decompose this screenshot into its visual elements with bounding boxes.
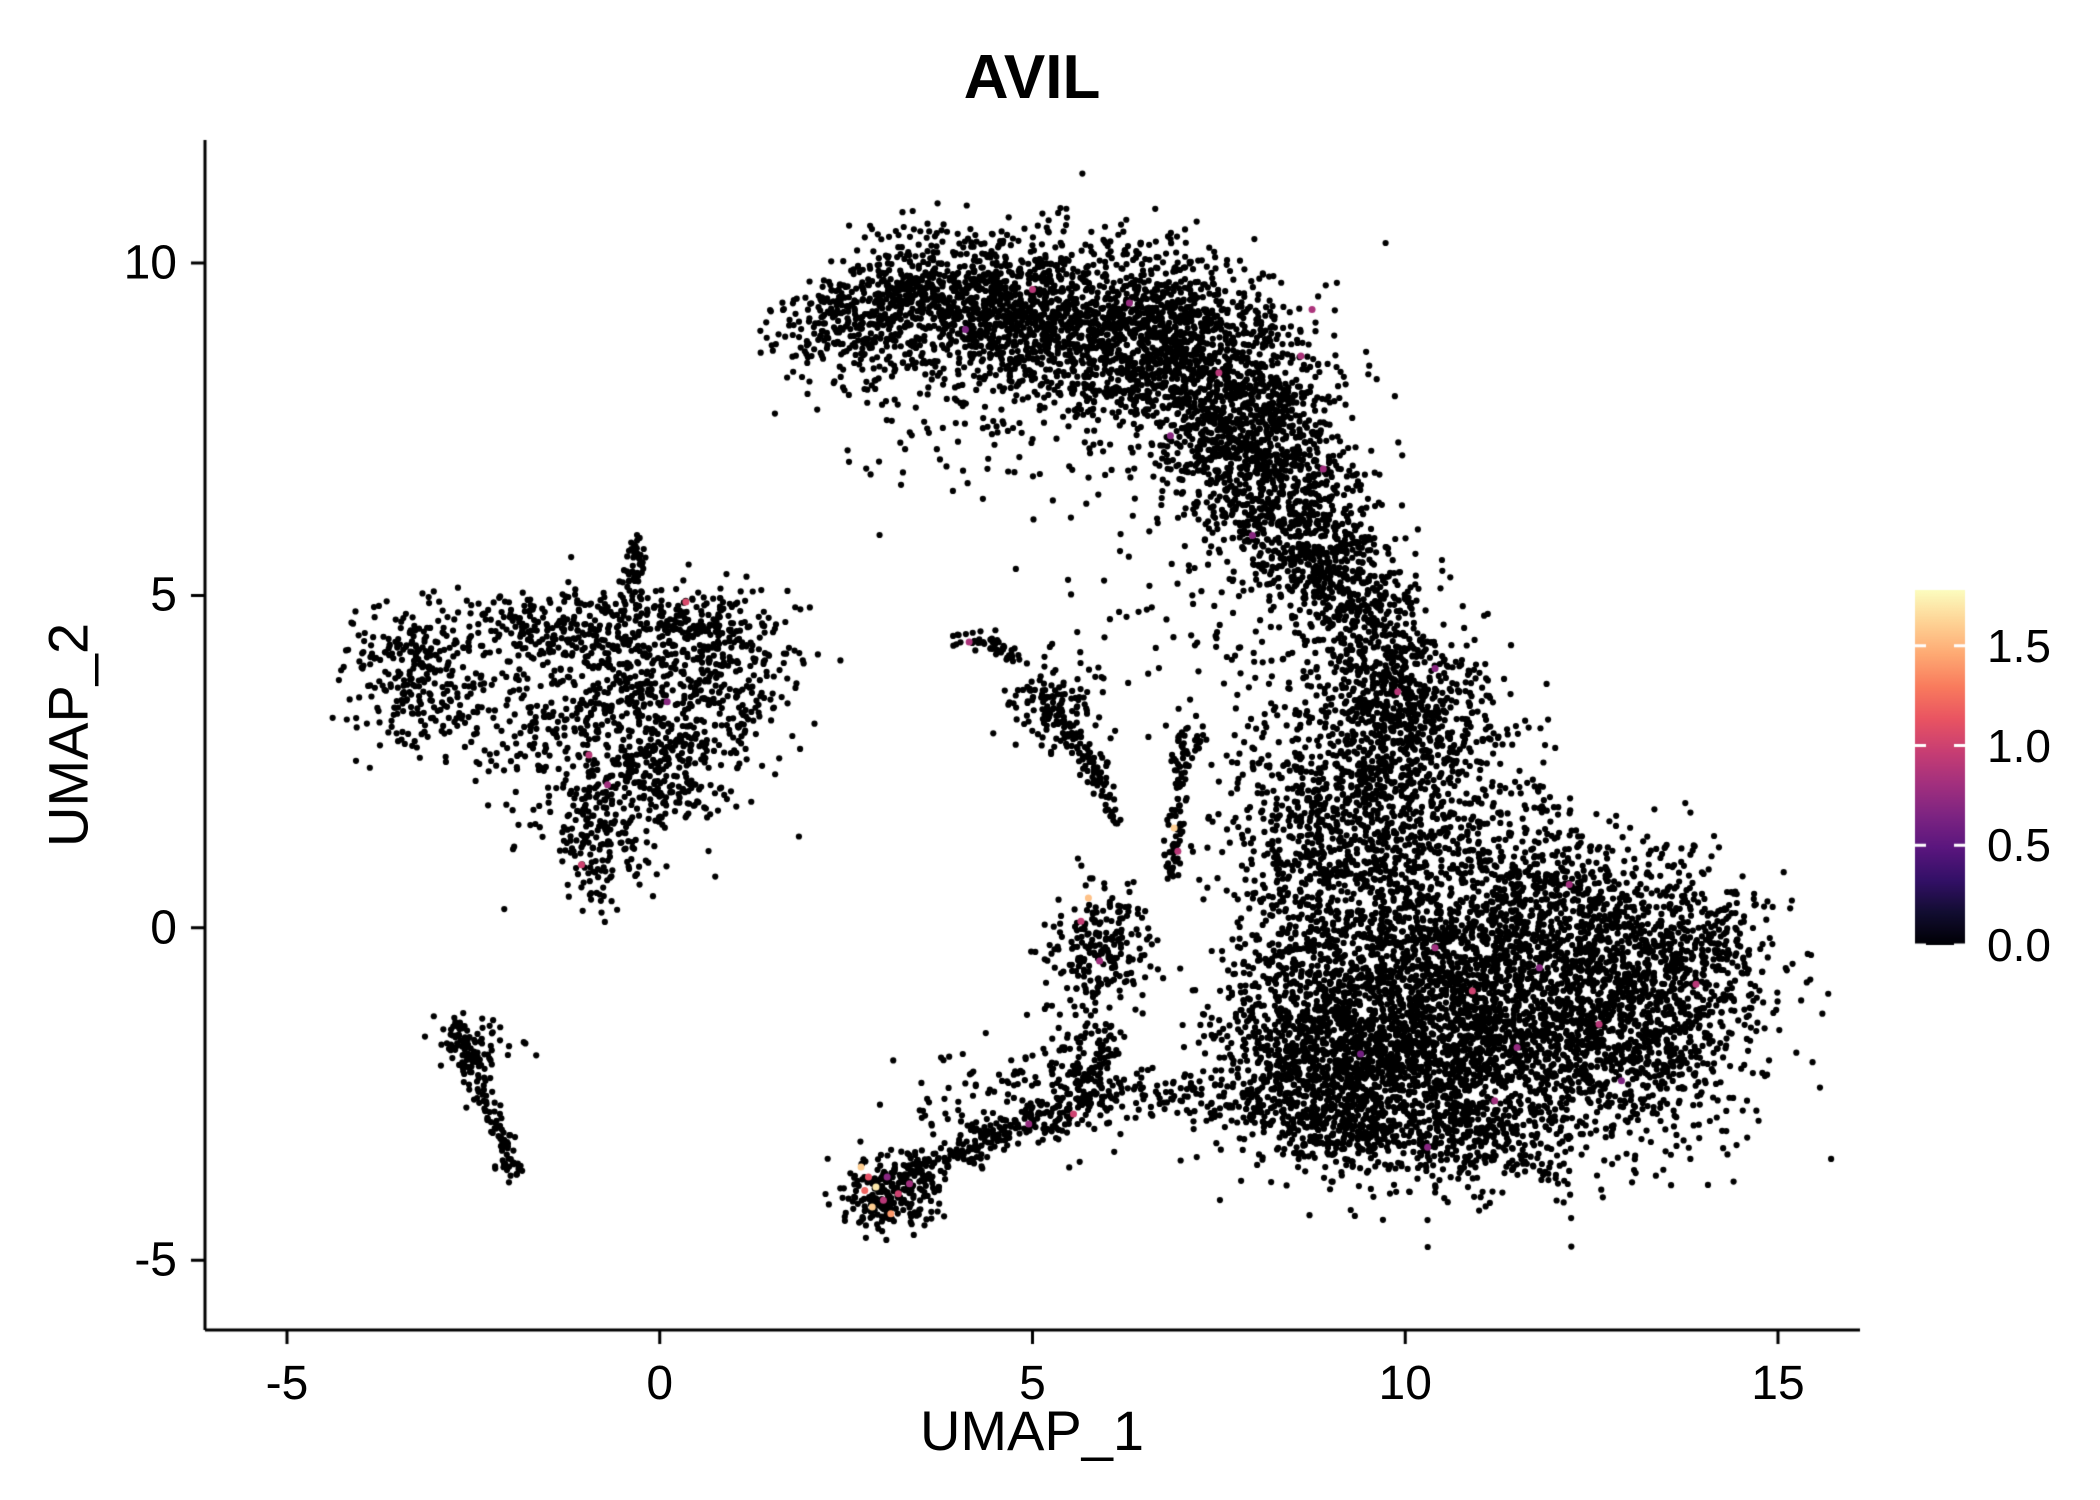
plot-title: AVIL	[963, 43, 1101, 112]
x-tick-label: 10	[1378, 1357, 1432, 1410]
x-tick-label: 15	[1751, 1357, 1805, 1410]
y-tick-label: -5	[134, 1233, 177, 1287]
colorbar-tick-label: 0.5	[1987, 819, 2051, 872]
x-tick-label: -5	[265, 1357, 309, 1410]
colorbar-tick-label: 1.0	[1987, 719, 2051, 772]
y-axis-label: UMAP_2	[36, 622, 100, 848]
colorbar-tick-label: 1.5	[1987, 619, 2051, 672]
y-tick-label: 0	[150, 901, 177, 955]
y-tick-label: 5	[150, 568, 177, 622]
colorbar-tick-label: 0.0	[1987, 919, 2051, 971]
x-tick-label: 5	[1019, 1357, 1046, 1410]
y-tick-label: 10	[123, 236, 177, 290]
x-axis-label: UMAP_1	[919, 1399, 1145, 1462]
x-tick-label: 0	[646, 1357, 674, 1410]
